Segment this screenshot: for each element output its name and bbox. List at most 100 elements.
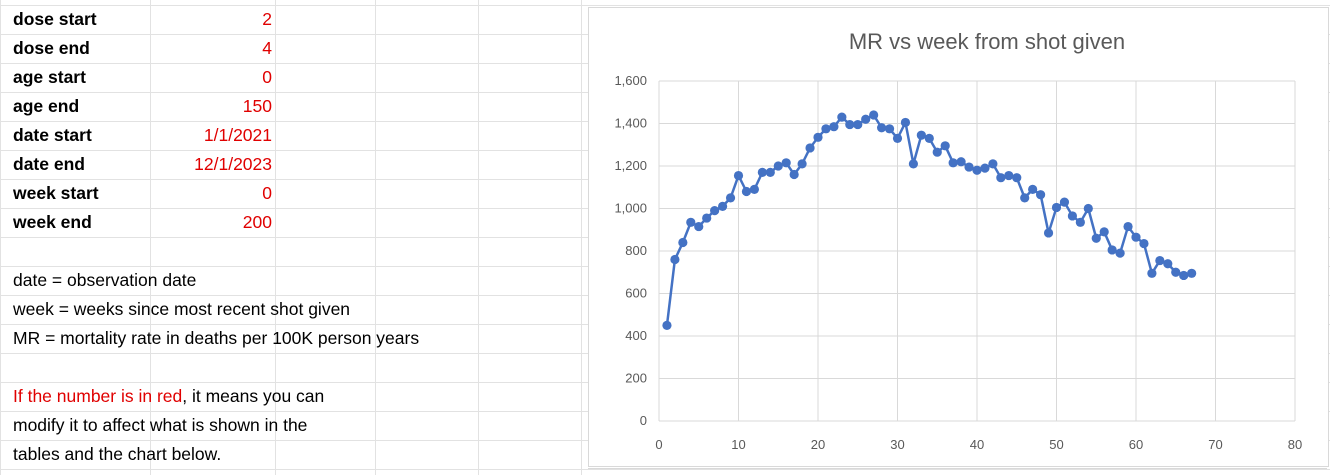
data-point	[821, 124, 831, 134]
data-point	[670, 254, 680, 265]
data-point	[1083, 203, 1093, 214]
data-point	[956, 157, 966, 167]
data-point	[662, 320, 672, 330]
data-point	[1155, 255, 1165, 266]
y-tick-label: 200	[625, 371, 647, 386]
data-point	[972, 165, 982, 175]
data-point	[1099, 227, 1109, 237]
data-point	[781, 158, 791, 168]
column-gridline	[275, 0, 276, 475]
param-label-week-start: week start	[13, 183, 99, 203]
data-point	[765, 167, 775, 177]
y-tick-label: 1,600	[614, 73, 647, 88]
data-point	[964, 162, 974, 172]
data-point	[805, 143, 815, 153]
data-point	[773, 161, 783, 171]
data-point	[845, 119, 855, 130]
data-point	[1043, 228, 1054, 238]
data-point	[940, 141, 950, 151]
data-point	[678, 237, 688, 248]
y-tick-label: 1,400	[614, 116, 647, 131]
data-point	[932, 147, 942, 157]
data-point	[789, 169, 799, 180]
param-value-week-start[interactable]: 0	[262, 183, 272, 203]
param-label-age-end: age end	[13, 96, 80, 116]
data-point	[1187, 268, 1197, 278]
data-point	[702, 213, 712, 223]
note-red-rest: , it means you can	[182, 386, 325, 406]
chart-title: MR vs week from shot given	[849, 29, 1125, 54]
data-point	[1171, 267, 1181, 277]
y-tick-label: 800	[625, 243, 647, 258]
data-point	[916, 130, 926, 140]
data-point	[884, 124, 895, 134]
data-point	[749, 184, 759, 194]
param-value-date-start[interactable]: 1/1/2021	[203, 125, 272, 145]
data-point	[869, 110, 879, 120]
note-date-definition: date = observation date	[13, 270, 197, 290]
x-tick-label: 40	[970, 437, 984, 452]
data-point	[725, 193, 736, 203]
param-label-age-start: age start	[13, 67, 86, 87]
line-chart: MR vs week from shot given 0 200 400 600 800 1…	[614, 29, 1302, 452]
data-point	[1012, 173, 1022, 183]
x-tick-label: 20	[811, 437, 825, 452]
data-point	[837, 112, 847, 122]
x-tick-label: 0	[655, 437, 662, 452]
data-point	[1131, 232, 1141, 242]
data-point	[1028, 184, 1038, 194]
data-point	[924, 133, 934, 143]
data-point	[861, 114, 871, 124]
data-point	[1067, 211, 1077, 221]
data-point	[1091, 233, 1101, 243]
data-point	[1107, 245, 1117, 255]
column-gridline	[478, 0, 479, 475]
note-red-text: If the number is in red	[13, 386, 183, 406]
data-point	[797, 159, 807, 169]
x-tick-label: 70	[1208, 437, 1222, 452]
x-tick-label: 30	[890, 437, 904, 452]
data-point	[710, 206, 720, 216]
data-point	[1147, 268, 1157, 278]
param-value-date-end[interactable]: 12/1/2023	[194, 154, 272, 174]
x-tick-label: 60	[1129, 437, 1143, 452]
note-line-2: modify it to affect what is shown in the	[13, 415, 308, 435]
data-point	[1163, 259, 1173, 269]
param-label-week-end: week end	[13, 212, 92, 232]
param-value-dose-start[interactable]: 2	[262, 9, 272, 29]
note-mr-definition: MR = mortality rate in deaths per 100K p…	[13, 328, 420, 348]
chart-area[interactable]: MR vs week from shot given 0 200 400 600 800 1…	[588, 7, 1329, 467]
data-point	[757, 167, 767, 177]
next-chart-edge	[588, 468, 1327, 476]
data-point	[1036, 190, 1046, 200]
column-gridline	[581, 0, 582, 475]
data-point	[1075, 217, 1085, 227]
note-week-definition: week = weeks since most recent shot give…	[13, 299, 351, 319]
data-point	[1004, 170, 1014, 181]
data-point	[900, 117, 911, 128]
y-tick-label: 1,200	[614, 158, 647, 173]
param-label-date-start: date start	[13, 125, 92, 145]
param-value-age-end[interactable]: 150	[242, 96, 272, 116]
note-red-explanation: If the number is in red, it means you ca…	[13, 382, 324, 411]
x-tick-label: 50	[1049, 437, 1063, 452]
data-point	[718, 201, 728, 211]
param-value-age-start[interactable]: 0	[262, 67, 272, 87]
param-value-week-end[interactable]: 200	[242, 212, 272, 232]
column-gridline	[0, 0, 1, 475]
data-point	[1020, 193, 1030, 203]
data-point	[686, 217, 696, 227]
data-point	[1179, 270, 1189, 281]
y-tick-label: 1,000	[614, 201, 647, 216]
data-point	[1139, 238, 1149, 249]
data-point	[908, 159, 918, 169]
param-value-dose-end[interactable]: 4	[262, 38, 272, 58]
data-point	[829, 122, 839, 132]
y-tick-label: 400	[625, 328, 647, 343]
data-point	[1059, 197, 1070, 207]
row-gridline	[0, 469, 1330, 470]
y-tick-label: 600	[625, 286, 647, 301]
column-gridline	[375, 0, 376, 475]
param-label-dose-start: dose start	[13, 9, 97, 29]
